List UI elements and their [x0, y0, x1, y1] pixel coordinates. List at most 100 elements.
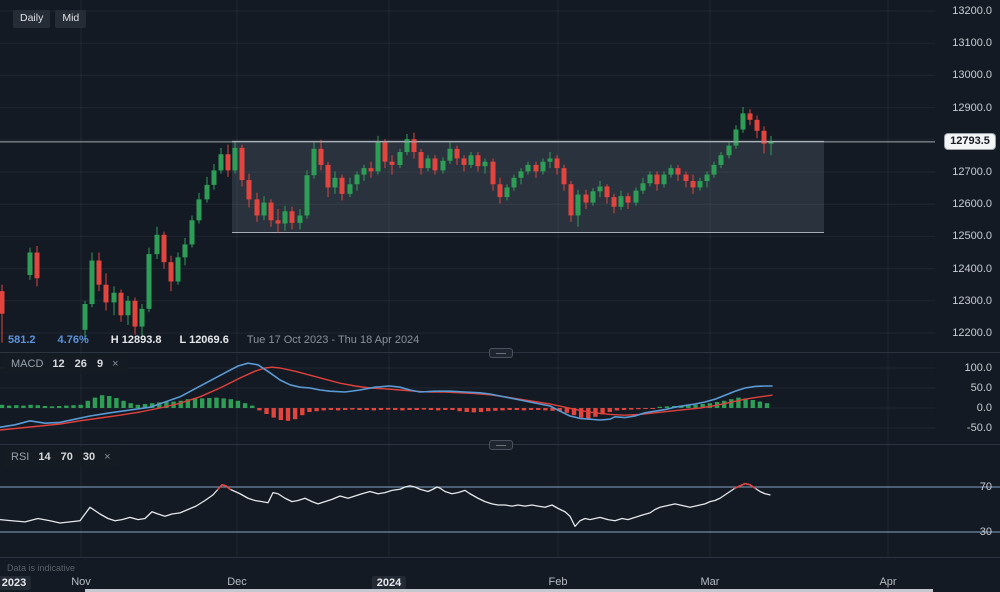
- candle-down: [132, 300, 138, 327]
- macd-histogram-bar: [121, 400, 126, 408]
- price-axis-label: 12600.0: [952, 198, 992, 211]
- macd-histogram-bar: [178, 400, 183, 408]
- macd-histogram-bar: [107, 396, 112, 408]
- macd-histogram-bar: [471, 408, 477, 413]
- macd-histogram-bar: [57, 406, 62, 408]
- macd-histogram-bar: [578, 408, 584, 418]
- macd-histogram-bar: [364, 408, 369, 410]
- candle-down: [239, 147, 245, 181]
- candle-up: [504, 187, 510, 198]
- candle-up: [668, 168, 674, 175]
- macd-histogram-bar: [743, 398, 748, 408]
- candle-up: [768, 141, 774, 144]
- price-axis-label: 12400.0: [952, 262, 992, 275]
- macd-indicator-label[interactable]: MACD 12 26 9 ×: [2, 354, 128, 374]
- macd-histogram-bar: [650, 408, 655, 409]
- candle-down: [246, 180, 252, 200]
- period-low: L 12069.6: [179, 334, 229, 346]
- macd-histogram-bar: [729, 399, 734, 408]
- macd-histogram-bar: [643, 408, 648, 409]
- macd-histogram-bar: [164, 402, 169, 408]
- price-axis-label: 12500.0: [952, 230, 992, 243]
- macd-histogram-bar: [99, 395, 105, 408]
- candle-down: [568, 184, 574, 216]
- candle-up: [332, 177, 338, 188]
- time-axis-label: Nov: [71, 576, 91, 588]
- macd-histogram-bar: [571, 408, 577, 416]
- macd-histogram-bar: [157, 402, 162, 408]
- macd-histogram-bar: [235, 400, 241, 408]
- time-axis-label: Feb: [548, 576, 568, 588]
- pane-splitter-handle-rsi[interactable]: [489, 440, 513, 450]
- horizontal-scrollbar-thumb[interactable]: [85, 589, 933, 592]
- rsi-axis-label: 30: [979, 526, 992, 538]
- candle-up: [218, 154, 224, 171]
- candle-down: [654, 174, 660, 185]
- macd-histogram-bar: [700, 404, 705, 408]
- macd-histogram-bar: [371, 408, 376, 411]
- macd-signal-line: [0, 366, 773, 431]
- change-percent: 4.76%: [57, 334, 89, 346]
- macd-histogram-bar: [300, 408, 305, 416]
- candle-up: [189, 220, 195, 245]
- candle-down: [683, 174, 689, 182]
- candle-up: [282, 211, 288, 224]
- macd-axis-label: 50.0: [970, 382, 992, 394]
- candle-up: [468, 155, 474, 165]
- price-axis-label: 13000.0: [952, 69, 992, 82]
- macd-close-icon[interactable]: ×: [112, 358, 119, 370]
- macd-histogram-bar: [393, 408, 398, 410]
- macd-histogram-bar: [421, 408, 427, 410]
- price-axis-label: 13100.0: [952, 37, 992, 50]
- macd-histogram-bar: [686, 405, 691, 408]
- macd-histogram-bar: [135, 404, 141, 408]
- macd-histogram-bar: [6, 405, 12, 408]
- macd-histogram-bar: [428, 408, 434, 410]
- macd-histogram-bar: [114, 398, 119, 408]
- candle-down: [454, 148, 460, 159]
- macd-histogram-bar: [586, 408, 591, 419]
- macd-histogram-bar: [292, 408, 298, 420]
- macd-histogram-bar: [321, 408, 326, 411]
- macd-histogram-bar: [400, 408, 405, 411]
- candle-down: [118, 292, 124, 316]
- macd-histogram-bar: [64, 405, 69, 408]
- macd-histogram-bar: [257, 408, 262, 411]
- macd-histogram-bar: [464, 408, 469, 412]
- interval-daily-button[interactable]: Daily: [13, 10, 51, 28]
- candle-up: [711, 164, 717, 175]
- price-type-mid-button[interactable]: Mid: [55, 10, 87, 28]
- candle-down: [461, 158, 467, 165]
- candle-up: [697, 181, 703, 188]
- candle-down: [168, 262, 174, 282]
- macd-histogram-bar: [207, 398, 212, 408]
- candle-up: [27, 252, 33, 276]
- indicative-watermark: Data is indicative: [7, 563, 76, 573]
- candle-down: [490, 161, 496, 185]
- pane-splitter-handle-macd[interactable]: [489, 348, 513, 358]
- macd-histogram-bar: [657, 406, 662, 408]
- candle-up: [482, 161, 488, 167]
- candle-up: [311, 148, 317, 176]
- candle-up: [304, 175, 310, 216]
- date-range: Tue 17 Oct 2023 - Thu 18 Apr 2024: [246, 334, 420, 346]
- candle-up: [154, 234, 160, 255]
- rsi-indicator-label[interactable]: RSI 14 70 30 ×: [2, 447, 120, 467]
- candle-down: [103, 284, 109, 303]
- candle-down: [690, 181, 696, 188]
- macd-line: [0, 362, 773, 429]
- macd-histogram-bar: [242, 403, 248, 408]
- candle-up: [726, 145, 732, 156]
- candle-down: [368, 168, 374, 172]
- rsi-close-icon[interactable]: ×: [104, 451, 111, 463]
- candle-up: [175, 257, 181, 282]
- candle-up: [547, 158, 553, 162]
- candle-up: [375, 142, 381, 172]
- macd-histogram-bar: [443, 408, 448, 410]
- candle-down: [254, 199, 260, 216]
- macd-histogram-bar: [42, 406, 48, 408]
- macd-histogram-bar: [507, 408, 512, 410]
- macd-histogram-bar: [736, 397, 741, 408]
- macd-histogram-bar: [414, 408, 419, 410]
